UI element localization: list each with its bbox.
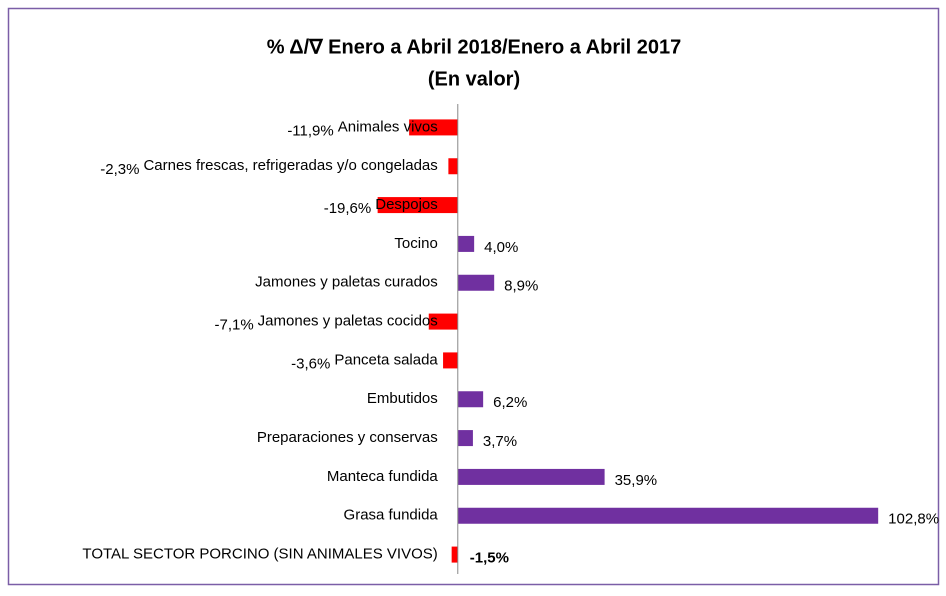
bar	[428, 313, 458, 330]
category-label: TOTAL SECTOR PORCINO (SIN ANIMALES VIVOS…	[82, 546, 437, 563]
bar	[457, 391, 484, 408]
value-label: -1,5%	[470, 550, 509, 567]
bar	[457, 235, 475, 252]
bar	[448, 158, 458, 175]
value-label: 8,9%	[504, 278, 538, 295]
value-label: -2,3%	[100, 161, 139, 178]
category-label: Grasa fundida	[344, 507, 439, 524]
value-label: -7,1%	[214, 317, 253, 334]
value-label: 35,9%	[615, 472, 658, 489]
value-label: -19,6%	[324, 200, 372, 217]
value-label: -11,9%	[287, 122, 333, 139]
category-label: Preparaciones y conservas	[257, 429, 438, 446]
value-label: 6,2%	[493, 394, 527, 411]
bar	[457, 430, 473, 447]
value-label: -3,6%	[291, 355, 330, 372]
category-label: Tocino	[394, 235, 437, 252]
bar	[451, 546, 458, 563]
bar	[443, 352, 458, 369]
category-label: Manteca fundida	[327, 468, 439, 485]
value-label: 4,0%	[484, 239, 518, 256]
category-label: Embutidos	[367, 390, 438, 407]
bar	[377, 197, 458, 214]
category-label: Jamones y paletas curados	[255, 274, 438, 291]
category-label: Jamones y paletas cocidos	[258, 313, 438, 330]
category-label: Panceta salada	[334, 351, 438, 368]
chart-subtitle: (En valor)	[428, 68, 520, 90]
chart-title: % Δ/∇ Enero a Abril 2018/Enero a Abril 2…	[267, 36, 682, 58]
category-label: Despojos	[375, 196, 438, 213]
category-label: Animales vivos	[338, 118, 438, 135]
category-label: Carnes frescas, refrigeradas y/o congela…	[143, 157, 437, 174]
chart-border	[7, 7, 940, 586]
bar	[457, 274, 495, 291]
bar	[457, 507, 879, 524]
bar	[457, 468, 605, 485]
bar	[409, 119, 458, 136]
value-label: 3,7%	[483, 433, 517, 450]
value-label: 102,8%	[888, 511, 939, 528]
